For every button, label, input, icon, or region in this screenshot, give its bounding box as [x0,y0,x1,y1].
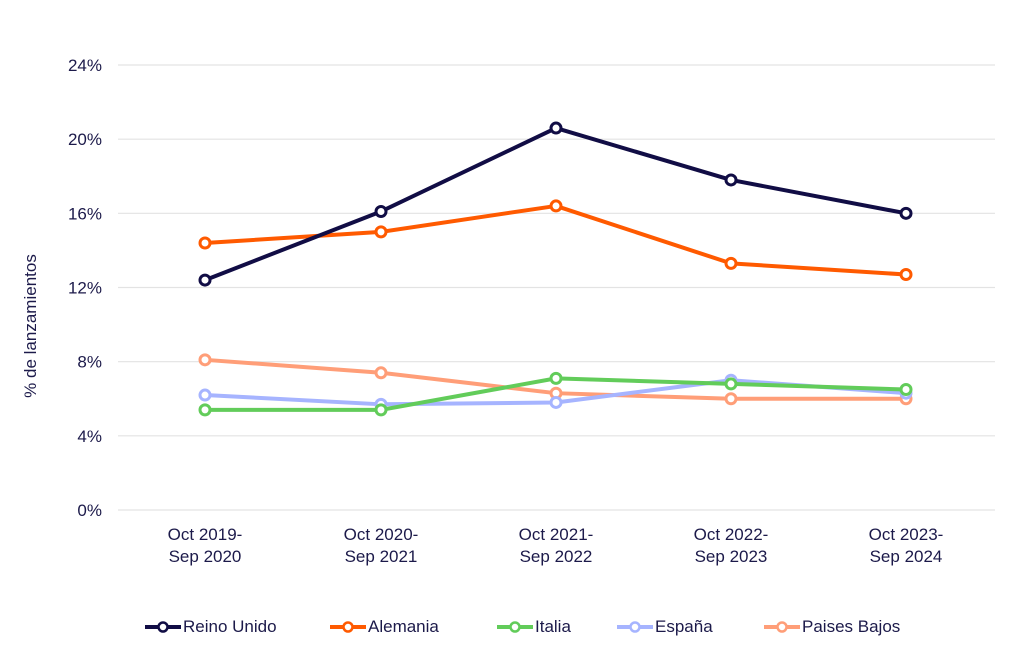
data-point [374,403,388,417]
series-paises-bajos [198,353,913,406]
legend-item[interactable]: Alemania [328,612,439,642]
data-point [724,392,738,406]
y-tick-label: 4% [77,427,102,446]
x-tick-label-line: Oct 2023- [869,525,944,544]
legend-marker-icon [497,621,533,633]
data-point [549,121,563,135]
legend-label: Alemania [368,617,439,636]
data-point [549,199,563,213]
data-point [198,353,212,367]
y-tick-label: 24% [68,56,102,75]
gridlines [118,64,995,511]
legend-label: Italia [535,617,571,636]
x-tick-label-line: Sep 2024 [870,547,943,566]
data-point [198,273,212,287]
x-tick-label-line: Oct 2021- [519,525,594,544]
legend-marker-icon [617,621,653,633]
data-point [899,206,913,220]
legend-item[interactable]: Italia [495,612,571,642]
x-tick-label-line: Sep 2023 [695,547,768,566]
data-point [374,225,388,239]
x-tick-label: Oct 2019- Sep 2020 [168,525,243,566]
legend-marker-icon [145,621,181,633]
x-tick-label-line: Sep 2021 [345,547,418,566]
x-tick-label-line: Sep 2022 [520,547,593,566]
data-point [374,204,388,218]
data-point [198,236,212,250]
data-point [549,371,563,385]
legend-label: Reino Unido [183,617,277,636]
x-tick-label: Oct 2022- Sep 2023 [694,525,769,566]
data-point [899,382,913,396]
y-tick-label: 0% [77,501,102,520]
series-italia [198,371,913,417]
legend-marker-icon [764,621,800,633]
data-point [198,388,212,402]
legend-item[interactable]: Reino Unido [143,612,277,642]
line-chart: 0% 4% 8% 12% 16% 20% 24% % de lanzamientos Oct… [21,56,995,566]
data-point [724,377,738,391]
y-tick-label: 8% [77,353,102,372]
x-tick-label-line: Oct 2019- [168,525,243,544]
legend-label: España [655,617,713,636]
x-tick-label-line: Sep 2020 [169,547,242,566]
y-axis-ticks: 0% 4% 8% 12% 16% 20% 24% [68,56,102,520]
data-point [899,268,913,282]
data-point [198,403,212,417]
y-tick-label: 16% [68,204,102,223]
legend-label: Paises Bajos [802,617,901,636]
data-point [374,366,388,380]
x-tick-label: Oct 2023- Sep 2024 [869,525,944,566]
data-point [724,173,738,187]
x-tick-label-line: Oct 2020- [344,525,419,544]
legend: Reino Unido Alemania Italia España Paises Ba… [0,612,1024,642]
y-axis-label: % de lanzamientos [21,254,40,398]
series-reino-unido [198,121,913,287]
x-tick-label: Oct 2020- Sep 2021 [344,525,419,566]
y-tick-label: 12% [68,279,102,298]
legend-marker-icon [330,621,366,633]
x-tick-label: Oct 2021- Sep 2022 [519,525,594,566]
data-point [724,256,738,270]
y-tick-label: 20% [68,130,102,149]
data-point [549,395,563,409]
legend-item[interactable]: España [615,612,713,642]
x-tick-label-line: Oct 2022- [694,525,769,544]
series-lines [198,121,913,417]
legend-item[interactable]: Paises Bajos [762,612,900,642]
